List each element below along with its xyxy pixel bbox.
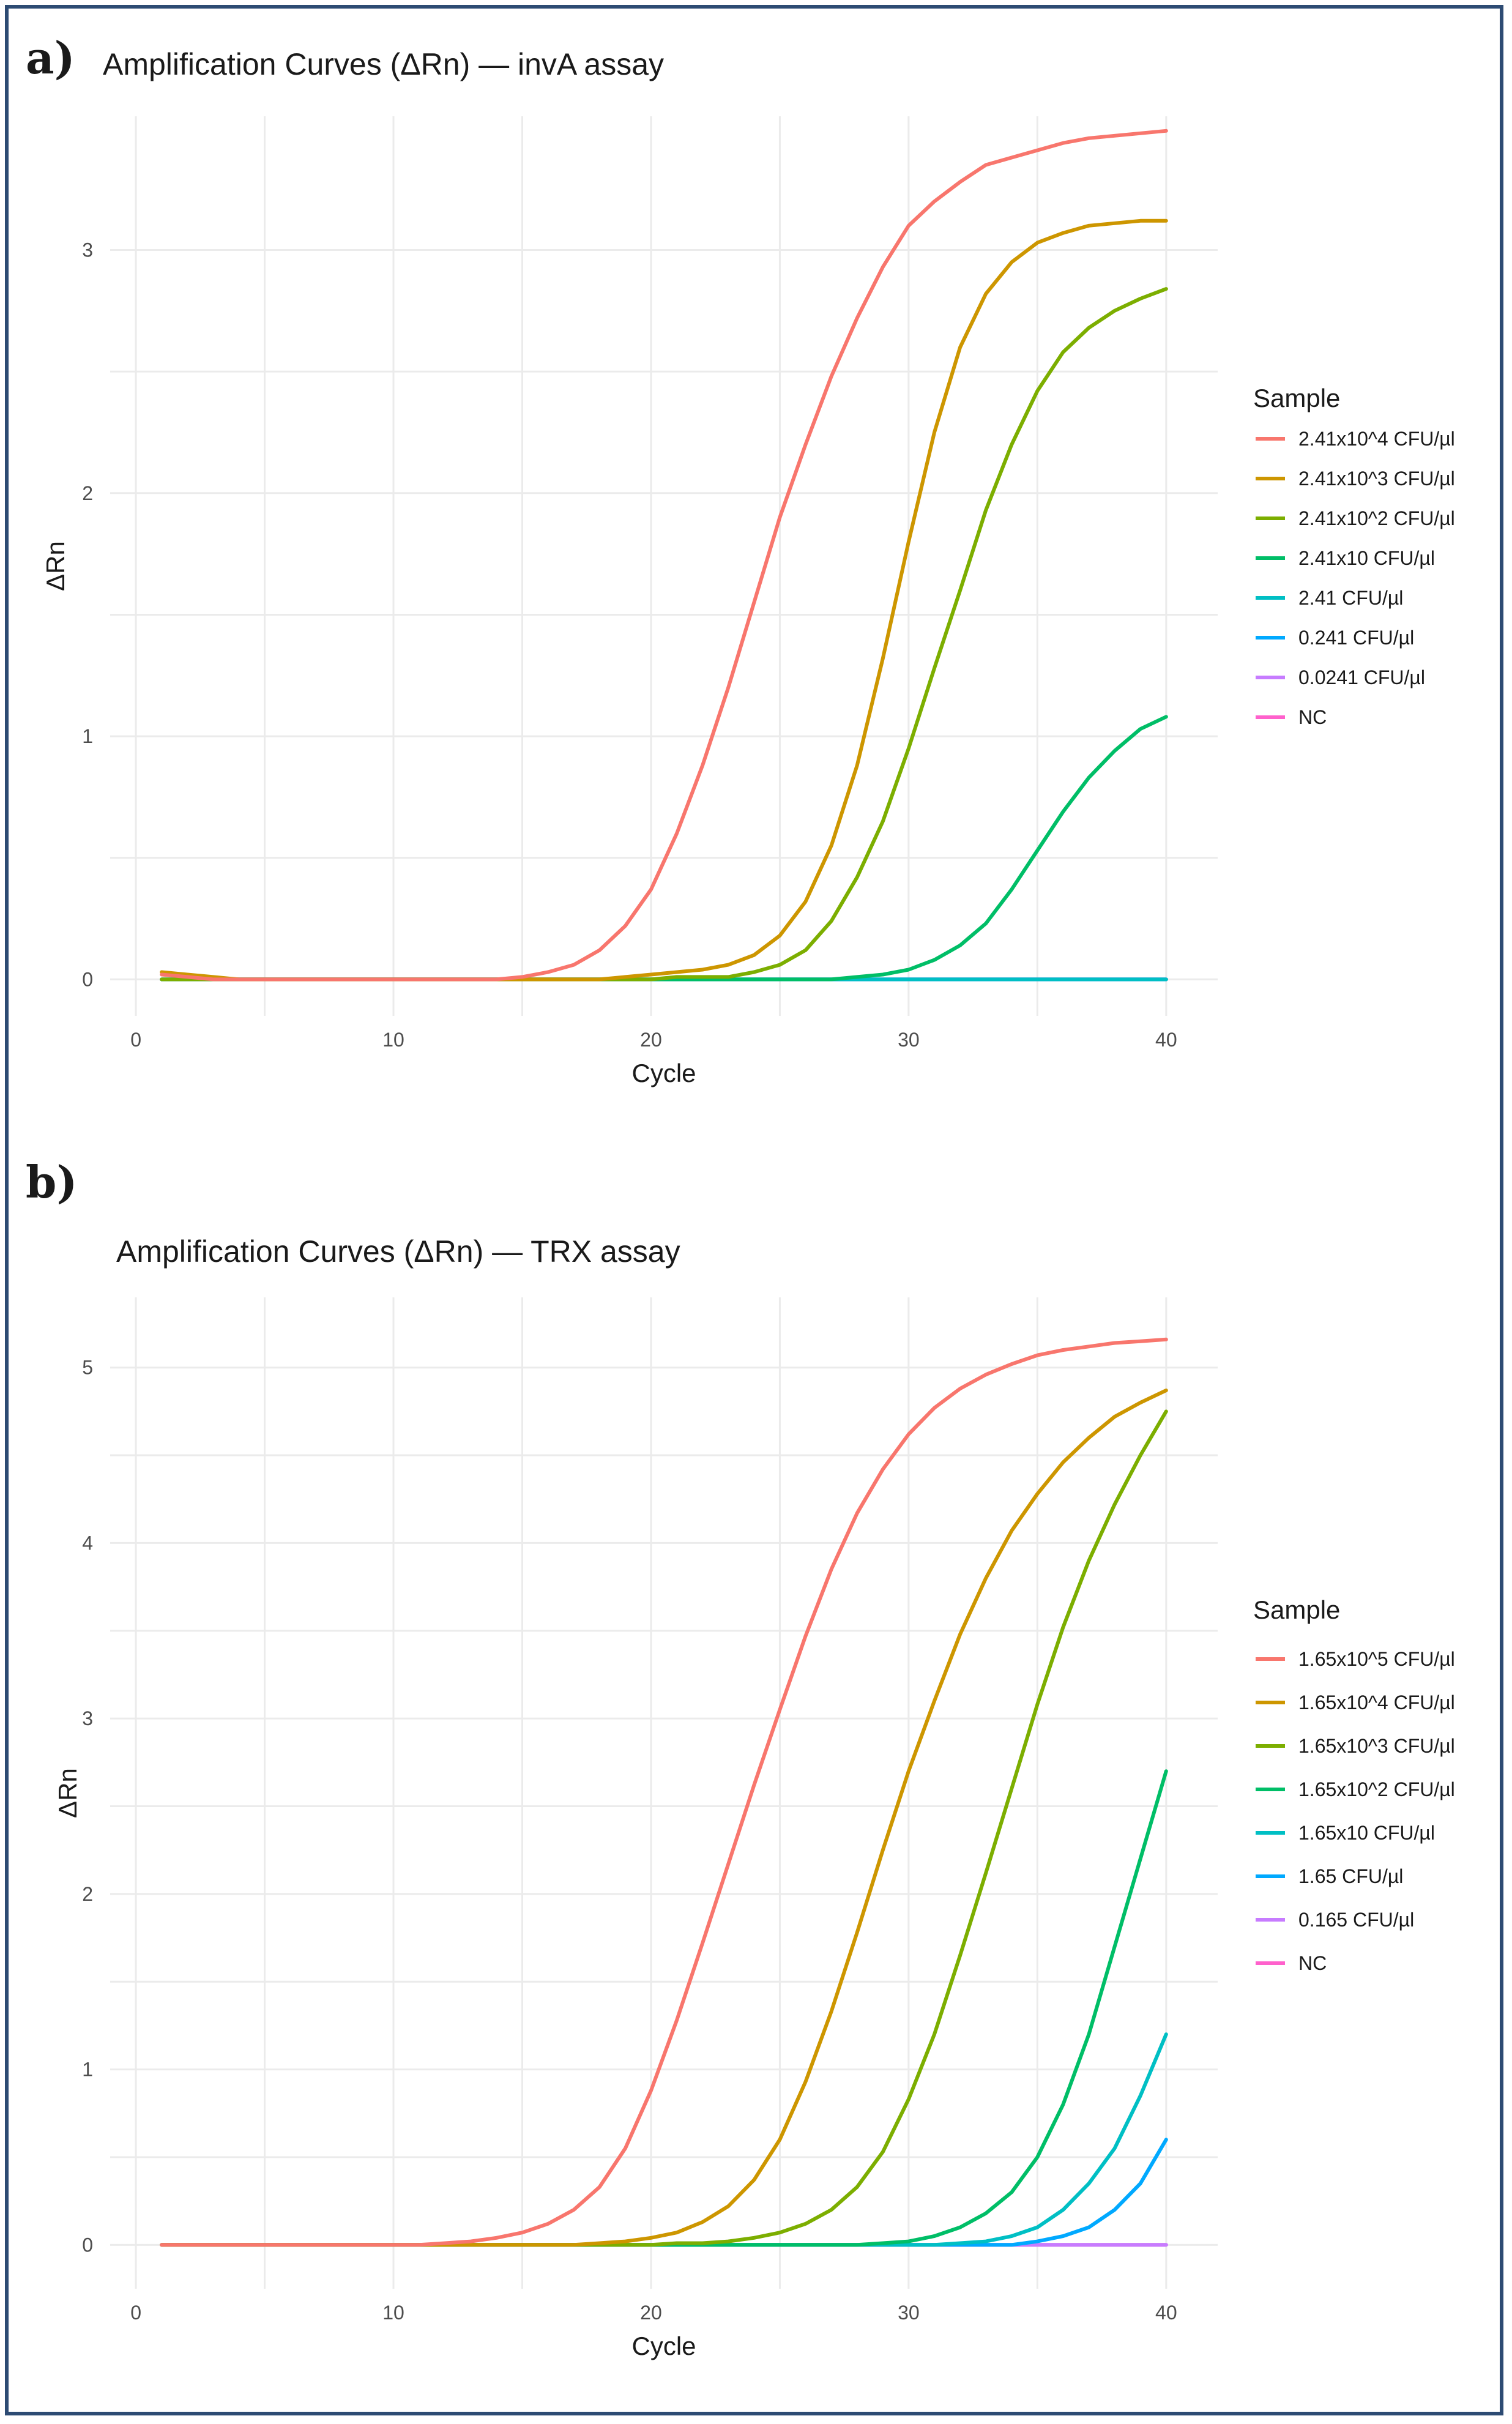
- series-line: [160, 1769, 1168, 2247]
- legend-item-label: 0.165 CFU/µl: [1298, 1909, 1414, 1931]
- y-tick-label: 5: [82, 1357, 93, 1379]
- y-tick-label: 1: [82, 725, 93, 747]
- series-line: [160, 2138, 1168, 2247]
- y-tick-label: 2: [82, 1883, 93, 1905]
- series-line: [160, 1337, 1168, 2247]
- x-tick-label: 20: [640, 2302, 662, 2324]
- x-axis-label-b: Cycle: [631, 2332, 696, 2360]
- x-tick-label: 10: [382, 1029, 404, 1051]
- series-line: [160, 715, 1168, 982]
- x-tick-label: 20: [640, 1029, 662, 1051]
- legend-item-label: 1.65x10 CFU/µl: [1298, 1822, 1435, 1844]
- series-line: [160, 1409, 1168, 2247]
- figure-frame: [5, 5, 1503, 2415]
- series-line: [160, 1389, 1168, 2247]
- x-axis-label-a: Cycle: [631, 1059, 696, 1087]
- x-tick-label: 10: [382, 2302, 404, 2324]
- y-tick-label: 2: [82, 482, 93, 504]
- panel-b: b) Amplification Curves (ΔRn) — TRX assa…: [26, 1156, 1455, 2360]
- legend-item-label: 2.41x10^3 CFU/µl: [1298, 468, 1455, 490]
- y-tick-label: 1: [82, 2059, 93, 2081]
- x-tick-label: 0: [130, 1029, 141, 1051]
- series-line: [160, 129, 1168, 982]
- legend-title-a: Sample: [1253, 384, 1340, 412]
- panel-a: a) Amplification Curves (ΔRn) — invA ass…: [26, 32, 1455, 1087]
- legend-item-label: 1.65 CFU/µl: [1298, 1865, 1403, 1887]
- x-tick-label: 0: [130, 2302, 141, 2324]
- legend-a: Sample 2.41x10^4 CFU/µl 2.41x10^3 CFU/µl 2…: [1253, 384, 1455, 728]
- y-tick-label: 0: [82, 968, 93, 990]
- legend-item-label: 1.65x10^2 CFU/µl: [1298, 1778, 1455, 1800]
- legend-item-label: 2.41x10^4 CFU/µl: [1298, 428, 1455, 450]
- legend-item-label: 2.41 CFU/µl: [1298, 587, 1403, 609]
- legend-b: Sample 1.65x10^5 CFU/µl 1.65x10^4 CFU/µl 1…: [1253, 1595, 1455, 1974]
- y-tick-label: 3: [82, 239, 93, 261]
- chart-title-b: Amplification Curves (ΔRn) — TRX assay: [116, 1234, 680, 1269]
- x-tick-label: 30: [898, 1029, 920, 1051]
- y-axis-label-a: ΔRn: [41, 541, 70, 591]
- legend-item-label: 0.0241 CFU/µl: [1298, 666, 1425, 688]
- y-axis-label-b: ΔRn: [53, 1768, 82, 1818]
- x-tick-label: 40: [1155, 1029, 1177, 1051]
- legend-item-label: NC: [1298, 706, 1327, 728]
- legend-title-b: Sample: [1253, 1595, 1340, 1624]
- panel-label-a: a): [26, 32, 75, 84]
- legend-item-label: 1.65x10^5 CFU/µl: [1298, 1648, 1455, 1670]
- series-line: [160, 2032, 1168, 2247]
- series-line: [160, 287, 1168, 982]
- y-tick-label: 3: [82, 1707, 93, 1729]
- y-tick-label: 4: [82, 1532, 93, 1554]
- legend-item-label: 0.241 CFU/µl: [1298, 627, 1414, 649]
- x-tick-label: 40: [1155, 2302, 1177, 2324]
- legend-item-label: NC: [1298, 1952, 1327, 1974]
- legend-item-label: 2.41x10^2 CFU/µl: [1298, 507, 1455, 529]
- y-tick-label: 0: [82, 2234, 93, 2256]
- panel-label-b: b): [26, 1156, 77, 1208]
- legend-item-label: 1.65x10^3 CFU/µl: [1298, 1735, 1455, 1757]
- x-tick-label: 30: [898, 2302, 920, 2324]
- legend-item-label: 1.65x10^4 CFU/µl: [1298, 1691, 1455, 1714]
- legend-item-label: 2.41x10 CFU/µl: [1298, 547, 1435, 569]
- chart-title-a: Amplification Curves (ΔRn) — invA assay: [103, 47, 664, 81]
